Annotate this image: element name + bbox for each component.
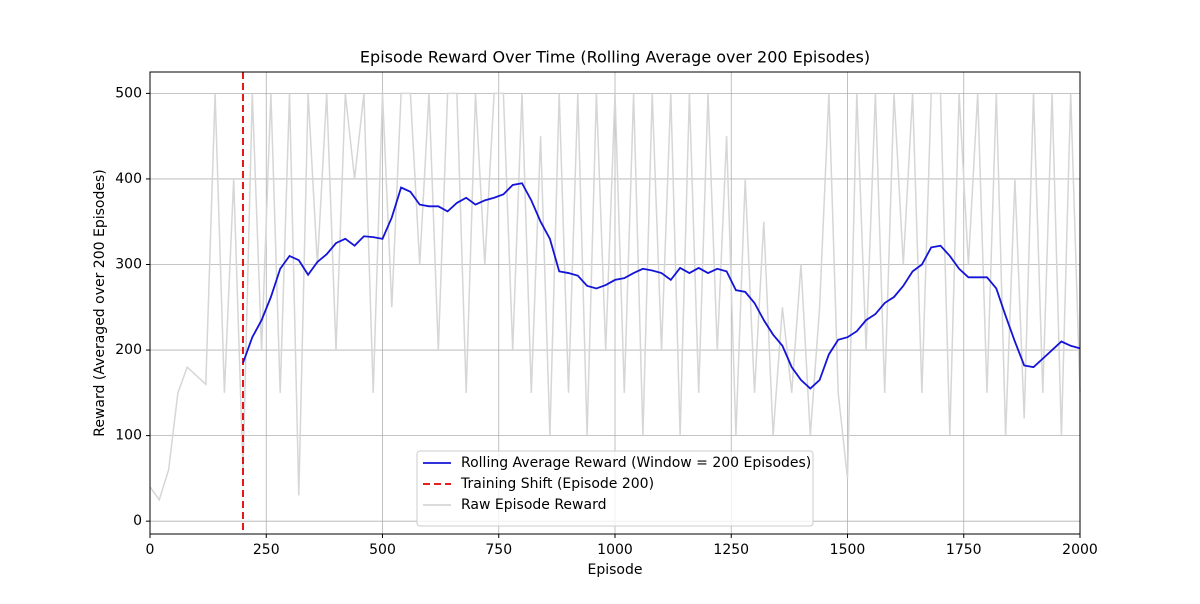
x-tick-label: 1500 xyxy=(830,542,866,558)
legend-label: Raw Episode Reward xyxy=(461,497,606,513)
plot-frame xyxy=(149,71,1081,535)
x-tick-label: 250 xyxy=(253,542,280,558)
y-tick-label: 500 xyxy=(115,85,142,101)
y-tick-label: 400 xyxy=(115,171,142,187)
x-tick-label: 1250 xyxy=(713,542,749,558)
chart-title: Episode Reward Over Time (Rolling Averag… xyxy=(360,48,870,67)
series-line xyxy=(149,92,1081,502)
legend: Rolling Average Reward (Window = 200 Epi… xyxy=(416,450,814,527)
x-tick-label: 1000 xyxy=(597,542,633,558)
x-tick-label: 0 xyxy=(146,542,155,558)
x-tick-label: 1750 xyxy=(946,542,982,558)
y-tick-label: 300 xyxy=(115,257,142,273)
x-tick-label: 750 xyxy=(485,542,512,558)
y-tick-label: 200 xyxy=(115,342,142,358)
x-tick-label: 2000 xyxy=(1062,542,1098,558)
y-axis-label: Reward (Averaged over 200 Episodes) xyxy=(92,169,108,436)
legend-label: Rolling Average Reward (Window = 200 Epi… xyxy=(461,455,811,471)
y-tick-label: 0 xyxy=(133,513,142,529)
series-line xyxy=(242,182,1081,390)
x-tick-label: 500 xyxy=(369,542,396,558)
y-tick-label: 100 xyxy=(115,428,142,444)
legend-label: Training Shift (Episode 200) xyxy=(460,476,654,492)
legend-box xyxy=(416,450,814,527)
x-axis-label: Episode xyxy=(588,562,643,578)
